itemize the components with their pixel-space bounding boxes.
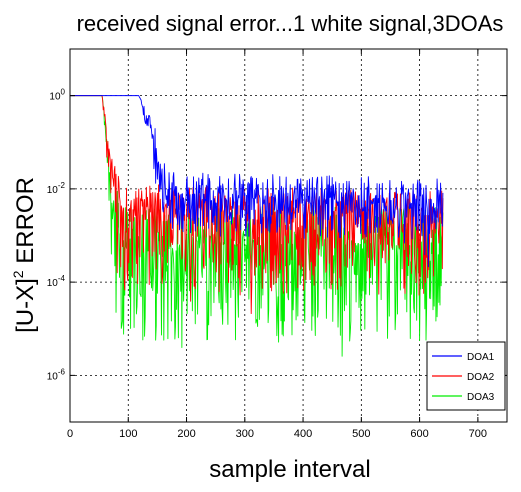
legend-label-doa1: DOA1: [467, 352, 495, 363]
legend-label-doa3: DOA3: [467, 392, 495, 403]
y-axis-label: [U-X]2 ERROR: [10, 177, 39, 333]
series-layer: [70, 95, 444, 357]
y-tick-exponent: -4: [58, 274, 66, 283]
y-tick-base: 10: [47, 278, 59, 289]
x-tick-label: 500: [352, 428, 370, 440]
x-tick-label: 200: [177, 428, 195, 440]
x-tick-label: 0: [67, 428, 73, 440]
y-tick-label: 100: [49, 88, 65, 103]
series-line-doa1: [70, 95, 444, 268]
y-tick-label: 10-6: [47, 367, 66, 382]
y-axis-label-superscript: 2: [10, 270, 26, 278]
y-tick-base: 10: [47, 185, 59, 196]
legend: DOA1 DOA2 DOA3: [426, 341, 506, 411]
x-tick-label: 700: [469, 428, 487, 440]
y-axis-label-main: [U-X]: [12, 278, 39, 333]
y-tick-exponent: -2: [58, 181, 66, 190]
series-line-doa2: [70, 95, 444, 315]
y-tick-base: 10: [47, 371, 59, 382]
x-tick-label: 300: [236, 428, 254, 440]
y-tick-base: 10: [49, 92, 61, 103]
y-axis-label-tail: ERROR: [12, 177, 39, 270]
legend-label-doa2: DOA2: [467, 372, 495, 383]
y-tick-label: 10-2: [47, 181, 66, 196]
x-tick-label: 100: [119, 428, 137, 440]
y-tick-exponent: 0: [61, 88, 66, 97]
x-tick-label: 600: [410, 428, 428, 440]
y-tick-exponent: -6: [58, 367, 66, 376]
x-axis-ticks: 0 100 200 300 400 500 600 700: [67, 49, 487, 440]
x-tick-label: 400: [294, 428, 312, 440]
plot-frame: [69, 48, 508, 423]
x-axis-label: sample interval: [209, 456, 370, 483]
chart-title: received signal error...1 white signal,3…: [77, 11, 504, 36]
y-tick-label: 10-4: [47, 274, 66, 289]
